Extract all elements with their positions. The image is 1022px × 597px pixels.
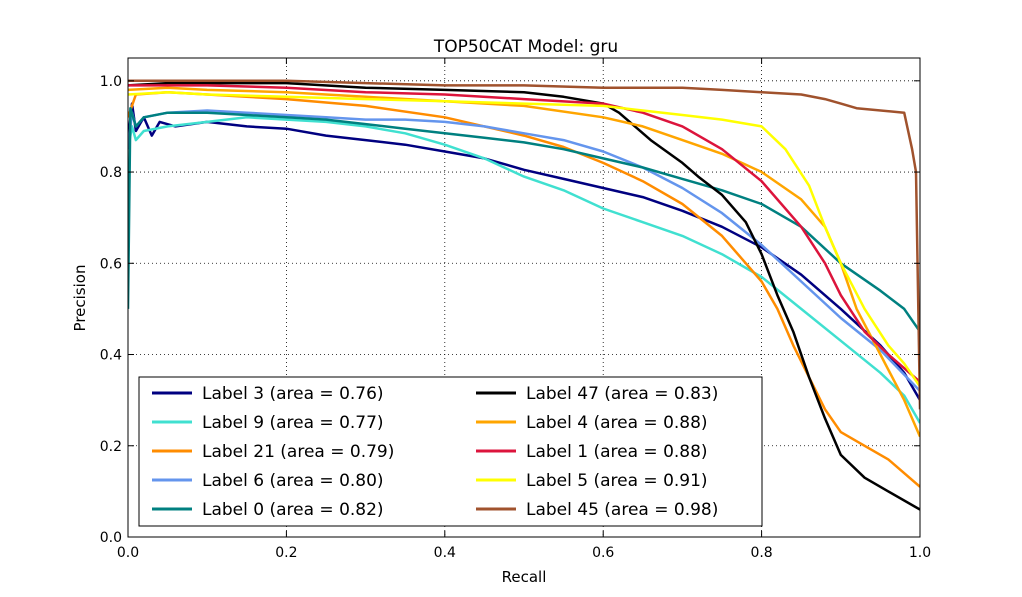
y-tick-label: 0.8 [100,165,122,181]
series-line-9 [128,90,920,388]
legend-label: Label 21 (area = 0.79) [202,442,394,462]
series-line-10 [128,79,920,410]
chart-title: TOP50CAT Model: gru [433,37,618,57]
x-tick-label: 0.4 [434,545,456,561]
legend: Label 3 (area = 0.76) Label 9 (area = 0.7… [138,376,763,527]
legend-label: Label 6 (area = 0.80) [202,471,384,491]
series-line-2 [128,116,920,424]
y-tick-label: 0.6 [100,256,122,272]
x-tick-label: 0.6 [592,545,614,561]
y-tick-label: 0.4 [100,348,122,364]
x-tick-label: 0.8 [750,545,772,561]
legend-label: Label 45 (area = 0.98) [526,500,718,520]
legend-label: Label 9 (area = 0.77) [202,413,384,433]
x-tick-label: 1.0 [909,545,931,561]
series-line-1 [128,102,920,401]
series-lines [128,79,920,511]
series-line-8 [128,84,920,383]
y-tick-label: 1.0 [100,74,122,90]
y-tick-label: 0.0 [100,530,122,546]
legend-label: Label 47 (area = 0.83) [526,384,718,404]
axis-ticks: 0.0 0.2 0.4 0.6 0.8 1.0 0.0 0.2 0.4 0.6 0.8 1.0 [100,58,931,561]
legend-label: Label 0 (area = 0.82) [202,500,384,520]
legend-label: Label 5 (area = 0.91) [526,471,708,491]
series-line-7 [128,86,920,438]
legend-label: Label 3 (area = 0.76) [202,384,384,404]
y-axis-label: Precision [71,265,89,332]
legend-label: Label 4 (area = 0.88) [526,413,708,433]
x-tick-label: 0.2 [275,545,297,561]
plot-frame [127,57,921,538]
legend-box [138,376,763,527]
series-line-3 [128,90,920,488]
x-axis-label: Recall [502,568,547,586]
y-tick-label: 0.2 [100,439,122,455]
series-line-6 [128,81,920,511]
legend-label: Label 1 (area = 0.88) [526,442,708,462]
x-tick-label: 0.0 [117,545,139,561]
